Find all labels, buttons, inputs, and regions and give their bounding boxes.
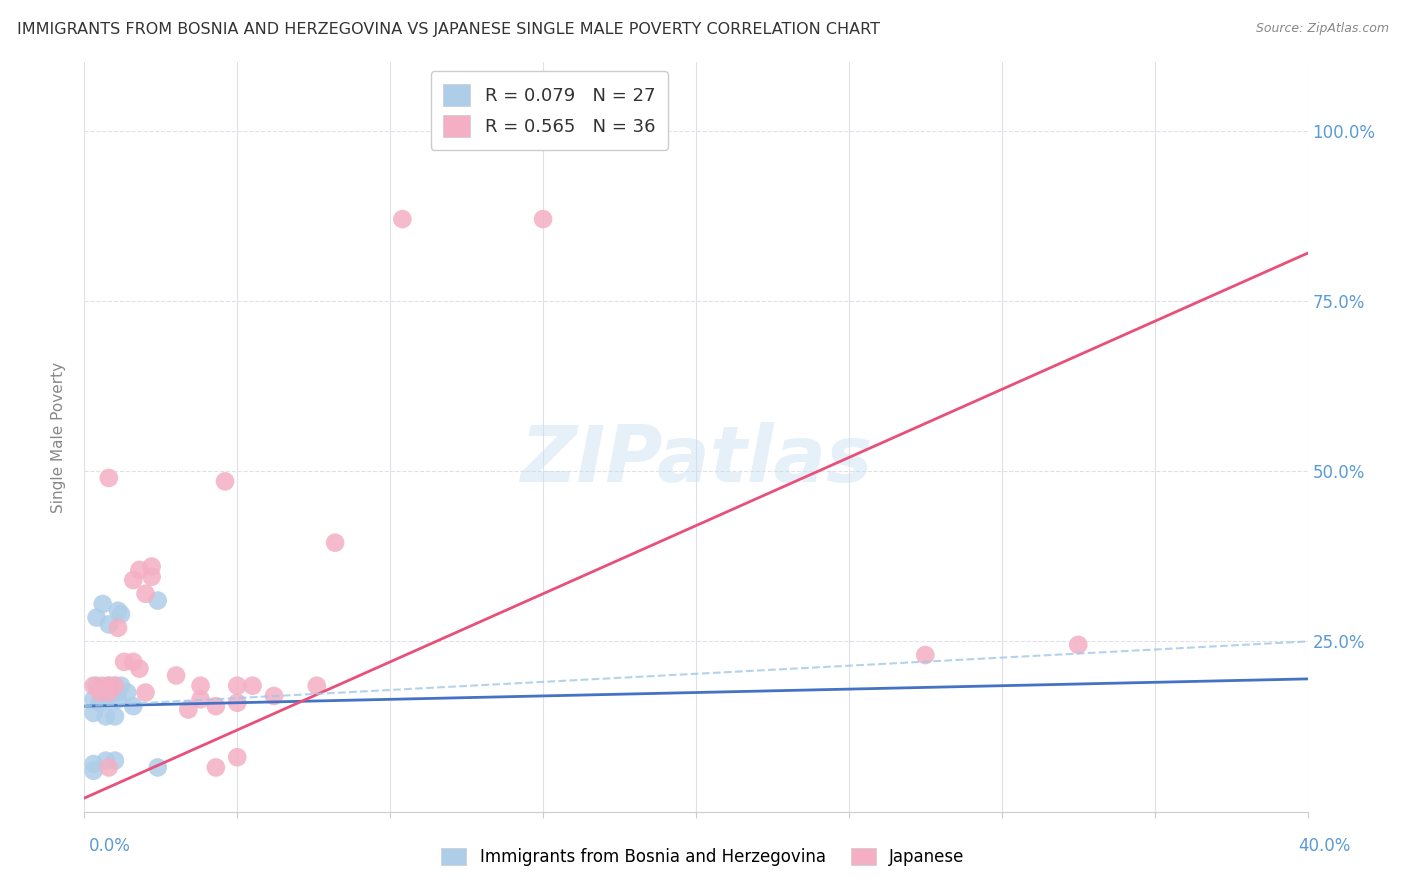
Point	[94, 754, 117, 768]
Point	[323, 535, 346, 549]
Point	[86, 610, 108, 624]
Point	[110, 679, 132, 693]
Point	[226, 750, 249, 764]
Point	[115, 685, 138, 699]
Point	[107, 692, 129, 706]
Point	[146, 593, 169, 607]
Point	[94, 709, 117, 723]
Point	[97, 760, 120, 774]
Point	[177, 702, 200, 716]
Point	[128, 662, 150, 676]
Point	[91, 685, 114, 699]
Point	[122, 573, 145, 587]
Point	[104, 709, 127, 723]
Point	[263, 689, 285, 703]
Point	[305, 679, 328, 693]
Point	[112, 655, 135, 669]
Point	[89, 696, 111, 710]
Point	[104, 679, 127, 693]
Point	[214, 475, 236, 489]
Point	[165, 668, 187, 682]
Point	[86, 679, 108, 693]
Point	[107, 604, 129, 618]
Point	[83, 764, 105, 778]
Point	[101, 685, 124, 699]
Legend: Immigrants from Bosnia and Herzegovina, Japanese: Immigrants from Bosnia and Herzegovina, …	[434, 841, 972, 873]
Point	[122, 655, 145, 669]
Point	[110, 607, 132, 622]
Point	[205, 699, 228, 714]
Text: Source: ZipAtlas.com: Source: ZipAtlas.com	[1256, 22, 1389, 36]
Point	[391, 212, 413, 227]
Point	[83, 679, 105, 693]
Point	[205, 760, 228, 774]
Point	[190, 679, 212, 693]
Point	[104, 754, 127, 768]
Point	[91, 597, 114, 611]
Point	[141, 570, 163, 584]
Point	[97, 679, 120, 693]
Point	[83, 757, 105, 772]
Point	[91, 679, 114, 693]
Point	[128, 563, 150, 577]
Text: 40.0%: 40.0%	[1298, 837, 1351, 855]
Point	[107, 685, 129, 699]
Point	[89, 685, 111, 699]
Point	[122, 699, 145, 714]
Text: ZIPatlas: ZIPatlas	[520, 422, 872, 498]
Point	[226, 696, 249, 710]
Point	[141, 559, 163, 574]
Point	[531, 212, 554, 227]
Point	[97, 692, 120, 706]
Point	[226, 679, 249, 693]
Point	[146, 760, 169, 774]
Point	[83, 692, 105, 706]
Point	[1067, 638, 1090, 652]
Point	[97, 471, 120, 485]
Point	[190, 692, 212, 706]
Point	[83, 706, 105, 720]
Point	[135, 587, 157, 601]
Point	[97, 685, 120, 699]
Point	[107, 621, 129, 635]
Y-axis label: Single Male Poverty: Single Male Poverty	[51, 361, 66, 513]
Point	[104, 679, 127, 693]
Point	[97, 617, 120, 632]
Point	[135, 685, 157, 699]
Point	[914, 648, 936, 662]
Text: 0.0%: 0.0%	[89, 837, 131, 855]
Text: IMMIGRANTS FROM BOSNIA AND HERZEGOVINA VS JAPANESE SINGLE MALE POVERTY CORRELATI: IMMIGRANTS FROM BOSNIA AND HERZEGOVINA V…	[17, 22, 880, 37]
Point	[97, 679, 120, 693]
Legend: R = 0.079   N = 27, R = 0.565   N = 36: R = 0.079 N = 27, R = 0.565 N = 36	[430, 71, 668, 150]
Point	[242, 679, 264, 693]
